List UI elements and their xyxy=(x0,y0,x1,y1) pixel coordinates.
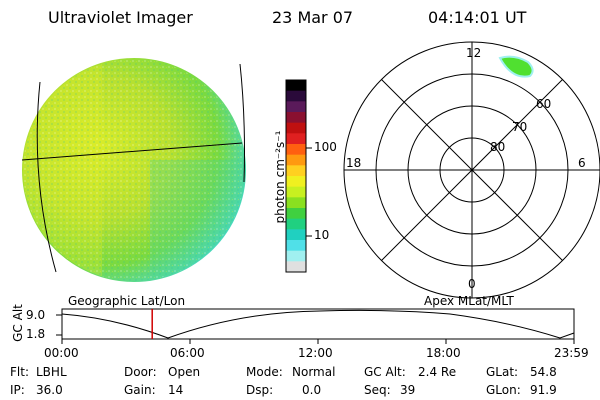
colorbar-segment xyxy=(286,186,306,198)
glon-label: GLon: xyxy=(486,383,521,397)
colorbar-segment xyxy=(286,112,306,124)
colorbar-segment xyxy=(286,208,306,220)
filter-label: Flt: xyxy=(10,365,29,379)
polar-plot xyxy=(343,41,600,299)
lat-line xyxy=(21,142,243,161)
right-caption: Apex MLat/MLT xyxy=(424,294,514,308)
mlat-label-80: 80 xyxy=(490,140,506,154)
door-value: Open xyxy=(168,365,201,379)
door-label: Door: xyxy=(124,365,157,379)
auroral-patch xyxy=(498,55,534,78)
time-label: 04:14:01 UT xyxy=(428,8,527,27)
timeline-xtick-label-0: 00:00 xyxy=(44,346,79,360)
timeline-xtick-label-18: 18:00 xyxy=(426,346,461,360)
mlt-label-18: 18 xyxy=(346,156,362,170)
colorbar-segment xyxy=(286,240,306,252)
colorbar-segment xyxy=(286,176,306,188)
timeline-xtick-label-12: 12:00 xyxy=(298,346,333,360)
timeline-ytick-label-bottom: 1.8 xyxy=(26,327,46,341)
color-bar xyxy=(285,79,307,273)
gain-value: 14 xyxy=(168,383,184,397)
colorbar-frame xyxy=(285,79,307,273)
lon-line-left xyxy=(36,81,57,273)
mlat-label-60: 60 xyxy=(536,97,552,111)
glat-label: GLat: xyxy=(486,365,519,379)
glat-value: 54.8 xyxy=(530,365,557,379)
colorbar-segment xyxy=(286,250,306,262)
colorbar-segment xyxy=(286,197,306,209)
seq-label: Seq: xyxy=(364,383,391,397)
colorbar-segment xyxy=(286,122,306,134)
colorbar-segment xyxy=(286,80,306,92)
mlt-label-6: 6 xyxy=(578,156,586,170)
app-title: Ultraviolet Imager xyxy=(48,8,193,27)
colorbar-tick-label-100: 100 xyxy=(314,140,337,154)
mlt-label-0: 0 xyxy=(468,277,476,291)
colorbar-segment xyxy=(286,90,306,102)
colorbar-segment xyxy=(286,133,306,145)
timeline-xtick-label-24: 23:59 xyxy=(554,346,589,360)
timeline-ytick-label-top: 9.0 xyxy=(26,308,46,322)
colorbar-segment xyxy=(286,154,306,166)
ip-value: 36.0 xyxy=(36,383,63,397)
seq-value: 39 xyxy=(400,383,416,397)
altitude-timeline xyxy=(56,308,575,344)
dsp-value: 0.0 xyxy=(302,383,322,397)
glon-value: 91.9 xyxy=(530,383,557,397)
colorbar-segment xyxy=(286,101,306,113)
mlt-label-12: 12 xyxy=(466,46,482,60)
colorbar-unit-label: photon cm⁻²s⁻¹ xyxy=(273,130,287,224)
date-label: 23 Mar 07 xyxy=(272,8,354,27)
gain-label: Gain: xyxy=(124,383,156,397)
colorbar-segment xyxy=(286,218,306,230)
earth-image xyxy=(21,58,246,282)
left-caption: Geographic Lat/Lon xyxy=(68,294,186,308)
timeline-xtick-label-6: 06:00 xyxy=(170,346,205,360)
dsp-label: Dsp: xyxy=(246,383,274,397)
altitude-curve xyxy=(61,309,575,339)
colorbar-tick-label-10: 10 xyxy=(314,228,330,242)
colorbar-segment xyxy=(286,165,306,177)
filter-value: LBHL xyxy=(36,365,67,379)
gcalt-value: 2.4 Re xyxy=(418,365,457,379)
gcalt-label: GC Alt: xyxy=(364,365,406,379)
mlt-diag-2 xyxy=(381,79,563,261)
ip-label: IP: xyxy=(10,383,25,397)
mode-label: Mode: xyxy=(246,365,283,379)
lon-line-right xyxy=(239,63,245,183)
mode-value: Normal xyxy=(292,365,336,379)
mlat-label-70: 70 xyxy=(512,120,528,134)
colorbar-segment xyxy=(286,144,306,156)
timeline-frame xyxy=(61,308,575,340)
colorbar-segment xyxy=(286,229,306,241)
colorbar-segment xyxy=(286,261,306,273)
timeline-axis-label: GC Alt xyxy=(11,304,25,342)
